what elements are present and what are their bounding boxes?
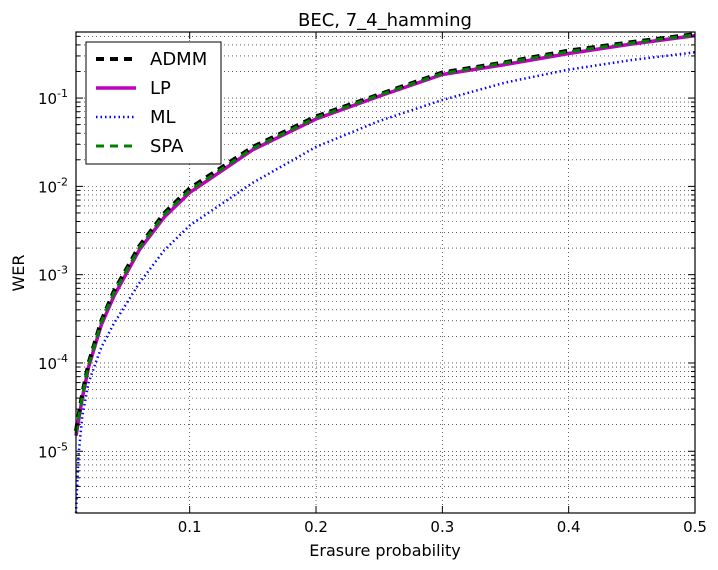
series-line-ml	[74, 51, 696, 514]
y-axis-label: WER	[9, 254, 28, 291]
x-tick-label: 0.2	[304, 518, 328, 536]
chart-title: BEC, 7_4_hamming	[298, 10, 472, 31]
y-tick-label: 10-3	[38, 264, 68, 285]
y-tick-label: 10-2	[38, 175, 68, 196]
series-line-spa	[74, 33, 696, 434]
y-tick-label: 10-1	[38, 87, 68, 108]
legend-label-admm: ADMM	[150, 49, 207, 70]
x-tick-label: 0.1	[178, 518, 202, 536]
y-tick-label: 10-4	[38, 352, 68, 373]
x-axis-label: Erasure probability	[309, 541, 461, 560]
x-tick-label: 0.4	[557, 518, 581, 536]
x-tick-label: 0.3	[430, 518, 454, 536]
ticks-group: 0.1 0.2 0.3 0.4 0.5 10-5 10-4 10-3 10-2 10-1	[38, 32, 707, 536]
y-tick-label: 10-5	[38, 440, 68, 461]
legend-box	[85, 41, 222, 165]
legend-label-lp: LP	[150, 78, 171, 99]
legend-label-spa: SPA	[150, 136, 184, 157]
legend: ADMM LP ML SPA	[85, 41, 222, 165]
series-group	[74, 32, 696, 514]
x-tick-label: 0.5	[683, 518, 707, 536]
plot-frame	[75, 31, 696, 514]
legend-label-ml: ML	[150, 107, 176, 128]
